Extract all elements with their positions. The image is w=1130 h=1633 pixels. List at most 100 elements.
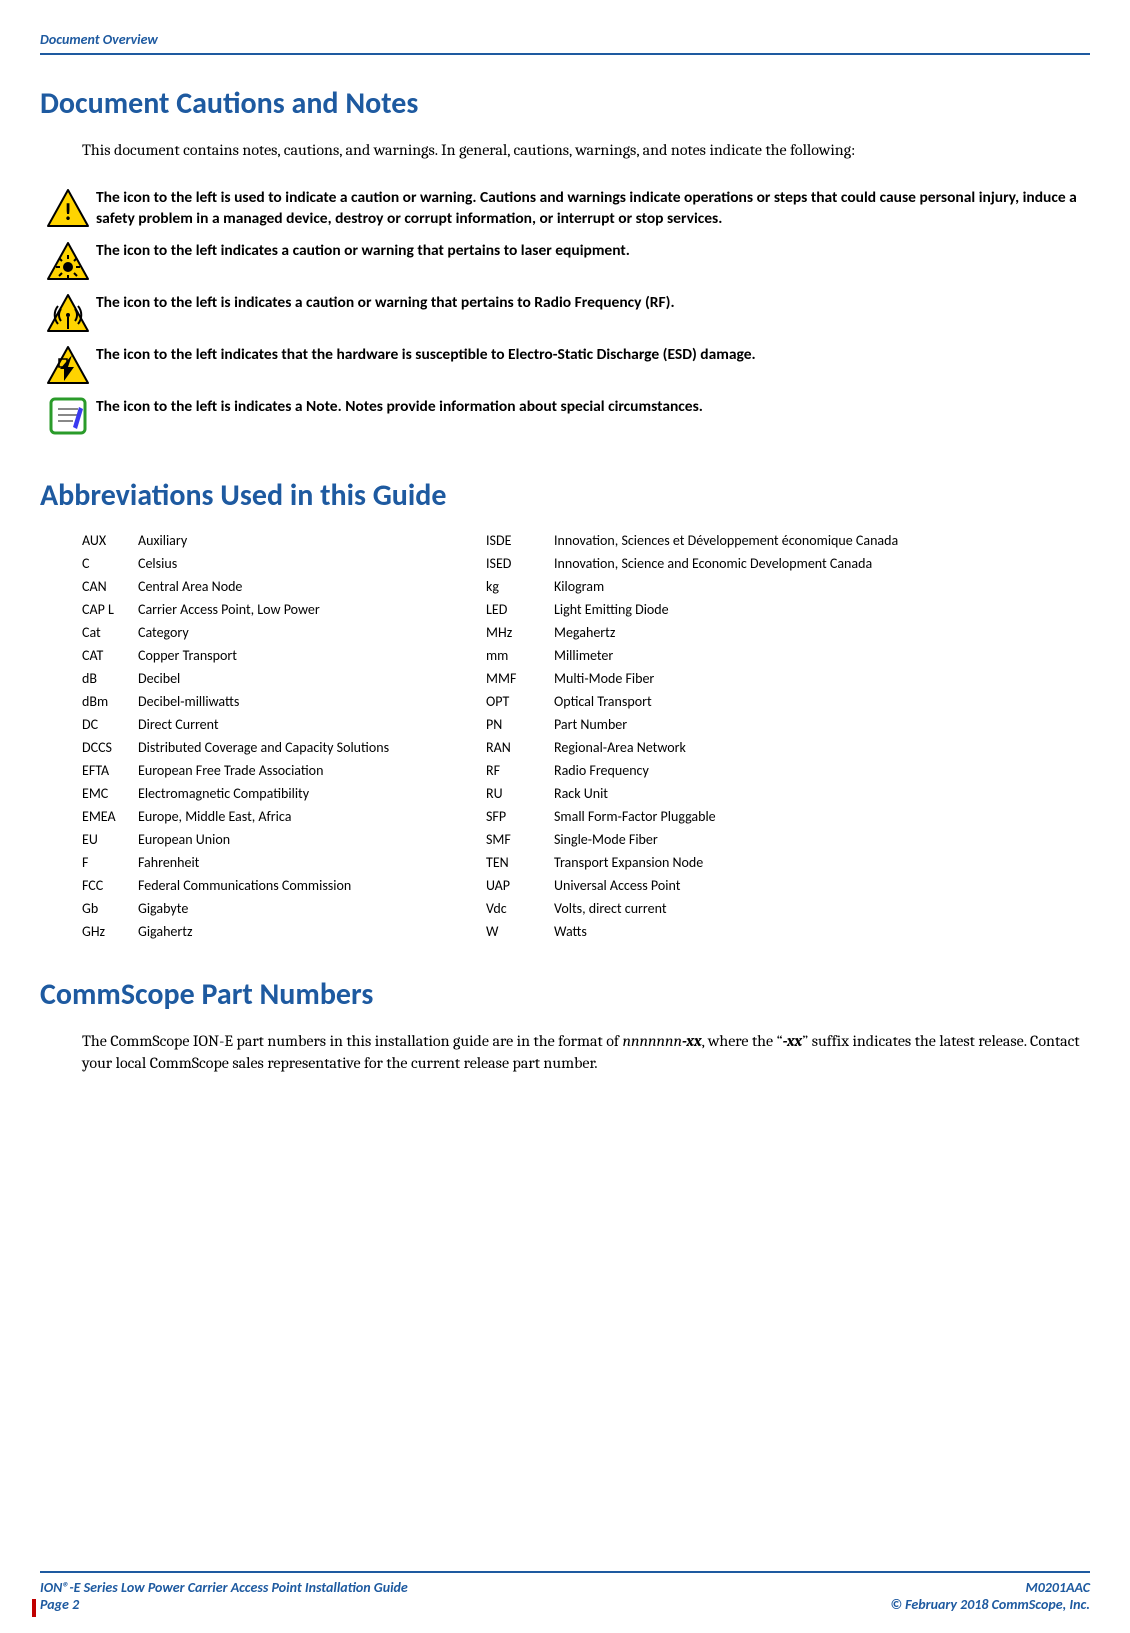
- abbr-def: Rack Unit: [554, 785, 1090, 802]
- abbr-def: Fahrenheit: [138, 854, 478, 871]
- caution-row: The icon to the left is indicates a caut…: [40, 293, 1090, 333]
- abbr-key: dBm: [82, 693, 130, 710]
- partnum-body: The CommScope ION-E part numbers in this…: [82, 1031, 1090, 1074]
- abbrev-title: Abbreviations Used in this Guide: [40, 477, 1090, 514]
- abbr-def: Optical Transport: [554, 693, 1090, 710]
- abbr-def: Copper Transport: [138, 647, 478, 664]
- abbr-def: Kilogram: [554, 578, 1090, 595]
- breadcrumb: Document Overview: [40, 31, 158, 48]
- caution-text: The icon to the left is indicates a caut…: [96, 293, 1090, 314]
- abbr-key: SFP: [486, 808, 546, 825]
- abbr-key: PN: [486, 716, 546, 733]
- partnum-text-i3: -xx: [783, 1032, 803, 1050]
- cautions-intro: This document contains notes, cautions, …: [82, 140, 1090, 162]
- abbr-def: Innovation, Sciences et Développement éc…: [554, 532, 1090, 549]
- abbr-def: Carrier Access Point, Low Power: [138, 601, 478, 618]
- caution-row: The icon to the left is indicates a Note…: [40, 397, 1090, 435]
- abbr-key: RF: [486, 762, 546, 779]
- abbr-key: ISDE: [486, 532, 546, 549]
- abbr-key: EFTA: [82, 762, 130, 779]
- abbr-def: Category: [138, 624, 478, 641]
- abbr-def: Transport Expansion Node: [554, 854, 1090, 871]
- abbr-key: dB: [82, 670, 130, 687]
- abbr-def: Gigabyte: [138, 900, 478, 917]
- abbr-key: CAN: [82, 578, 130, 595]
- abbr-def: Federal Communications Commission: [138, 877, 478, 894]
- abbr-key: kg: [486, 578, 546, 595]
- abbr-key: LED: [486, 601, 546, 618]
- abbr-def: Europe, Middle East, Africa: [138, 808, 478, 825]
- partnum-text-pre: The CommScope ION-E part numbers in this…: [82, 1032, 622, 1050]
- abbr-def: Decibel: [138, 670, 478, 687]
- abbr-def: Auxiliary: [138, 532, 478, 549]
- partnum-text-mid: , where the “: [702, 1032, 783, 1050]
- abbr-def: Megahertz: [554, 624, 1090, 641]
- partnum-text-i2: -xx: [682, 1032, 702, 1050]
- abbr-key: EU: [82, 831, 130, 848]
- abbr-key: MHz: [486, 624, 546, 641]
- abbr-key: OPT: [486, 693, 546, 710]
- abbr-key: ISED: [486, 555, 546, 572]
- footer-right-2: © February 2018 CommScope, Inc.: [890, 1596, 1090, 1613]
- abbr-key: Gb: [82, 900, 130, 917]
- abbr-key: FCC: [82, 877, 130, 894]
- partnum-text-i1: nnnnnnn: [622, 1032, 682, 1050]
- abbr-key: MMF: [486, 670, 546, 687]
- abbr-key: Vdc: [486, 900, 546, 917]
- abbr-key: GHz: [82, 923, 130, 940]
- abbr-key: SMF: [486, 831, 546, 848]
- abbr-def: Electromagnetic Compatibility: [138, 785, 478, 802]
- abbr-key: C: [82, 555, 130, 572]
- abbr-def: Decibel-milliwatts: [138, 693, 478, 710]
- abbr-def: Gigahertz: [138, 923, 478, 940]
- abbr-key: EMC: [82, 785, 130, 802]
- abbr-def: Millimeter: [554, 647, 1090, 664]
- abbr-key: CAP L: [82, 601, 130, 618]
- abbr-def: Light Emitting Diode: [554, 601, 1090, 618]
- abbr-key: DC: [82, 716, 130, 733]
- footer-left-2: Page 2: [40, 1596, 408, 1613]
- abbr-def: Direct Current: [138, 716, 478, 733]
- abbr-key: W: [486, 923, 546, 940]
- abbrev-table: AUXAuxiliaryISDEInnovation, Sciences et …: [82, 532, 1090, 940]
- svg-text:!: !: [64, 198, 72, 227]
- abbr-key: TEN: [486, 854, 546, 871]
- abbr-def: European Union: [138, 831, 478, 848]
- warning-triangle: !: [40, 188, 96, 228]
- abbr-def: Single-Mode Fiber: [554, 831, 1090, 848]
- abbr-def: Innovation, Science and Economic Develop…: [554, 555, 1090, 572]
- abbr-key: DCCS: [82, 739, 130, 756]
- esd-triangle: [40, 345, 96, 385]
- caution-row: ! The icon to the left is used to indica…: [40, 188, 1090, 230]
- abbr-def: Distributed Coverage and Capacity Soluti…: [138, 739, 478, 756]
- abbr-def: Regional-Area Network: [554, 739, 1090, 756]
- page-header: Document Overview: [40, 30, 1090, 55]
- abbr-def: Volts, direct current: [554, 900, 1090, 917]
- note-icon: [40, 397, 96, 435]
- rf-triangle: [40, 293, 96, 333]
- laser-triangle: [40, 241, 96, 281]
- abbr-key: mm: [486, 647, 546, 664]
- abbr-key: RU: [486, 785, 546, 802]
- caution-text: The icon to the left indicates a caution…: [96, 241, 1090, 262]
- caution-list: ! The icon to the left is used to indica…: [40, 176, 1090, 448]
- abbr-def: Radio Frequency: [554, 762, 1090, 779]
- page-footer: ION®-E Series Low Power Carrier Access P…: [40, 1571, 1090, 1613]
- abbr-def: European Free Trade Association: [138, 762, 478, 779]
- abbr-key: F: [82, 854, 130, 871]
- abbr-key: UAP: [486, 877, 546, 894]
- footer-left-1: ION®-E Series Low Power Carrier Access P…: [40, 1579, 408, 1596]
- abbr-def: Watts: [554, 923, 1090, 940]
- caution-text: The icon to the left is used to indicate…: [96, 188, 1090, 230]
- abbr-def: Multi-Mode Fiber: [554, 670, 1090, 687]
- abbr-key: CAT: [82, 647, 130, 664]
- caution-row: The icon to the left indicates a caution…: [40, 241, 1090, 281]
- cautions-title: Document Cautions and Notes: [40, 85, 1090, 122]
- footer-right-1: M0201AAC: [890, 1579, 1090, 1596]
- caution-text: The icon to the left is indicates a Note…: [96, 397, 1090, 418]
- abbr-key: Cat: [82, 624, 130, 641]
- abbr-def: Universal Access Point: [554, 877, 1090, 894]
- abbr-def: Celsius: [138, 555, 478, 572]
- abbr-def: Part Number: [554, 716, 1090, 733]
- partnum-title: CommScope Part Numbers: [40, 976, 1090, 1013]
